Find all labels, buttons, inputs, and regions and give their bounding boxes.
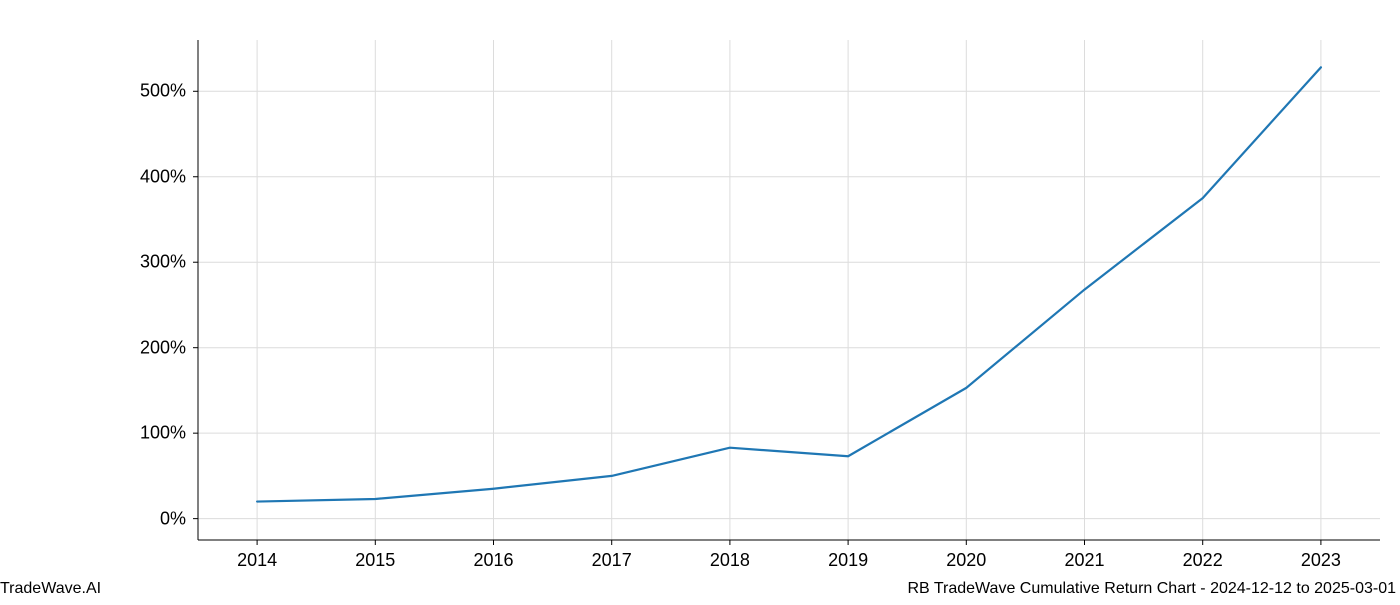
x-tick-label: 2023 — [1301, 550, 1341, 571]
x-tick-label: 2019 — [828, 550, 868, 571]
chart-container — [0, 0, 1400, 600]
y-tick-label: 0% — [160, 508, 186, 529]
line-chart — [0, 0, 1400, 600]
footer-left-label: TradeWave.AI — [0, 580, 101, 598]
y-tick-label: 500% — [140, 81, 186, 102]
x-tick-label: 2022 — [1183, 550, 1223, 571]
x-tick-label: 2020 — [946, 550, 986, 571]
x-tick-label: 2017 — [592, 550, 632, 571]
x-tick-label: 2014 — [237, 550, 277, 571]
y-tick-label: 300% — [140, 252, 186, 273]
y-tick-label: 200% — [140, 337, 186, 358]
x-tick-label: 2021 — [1064, 550, 1104, 571]
y-tick-label: 400% — [140, 166, 186, 187]
footer-right-label: RB TradeWave Cumulative Return Chart - 2… — [907, 580, 1396, 598]
x-tick-label: 2016 — [473, 550, 513, 571]
x-tick-label: 2018 — [710, 550, 750, 571]
x-tick-label: 2015 — [355, 550, 395, 571]
y-tick-label: 100% — [140, 423, 186, 444]
